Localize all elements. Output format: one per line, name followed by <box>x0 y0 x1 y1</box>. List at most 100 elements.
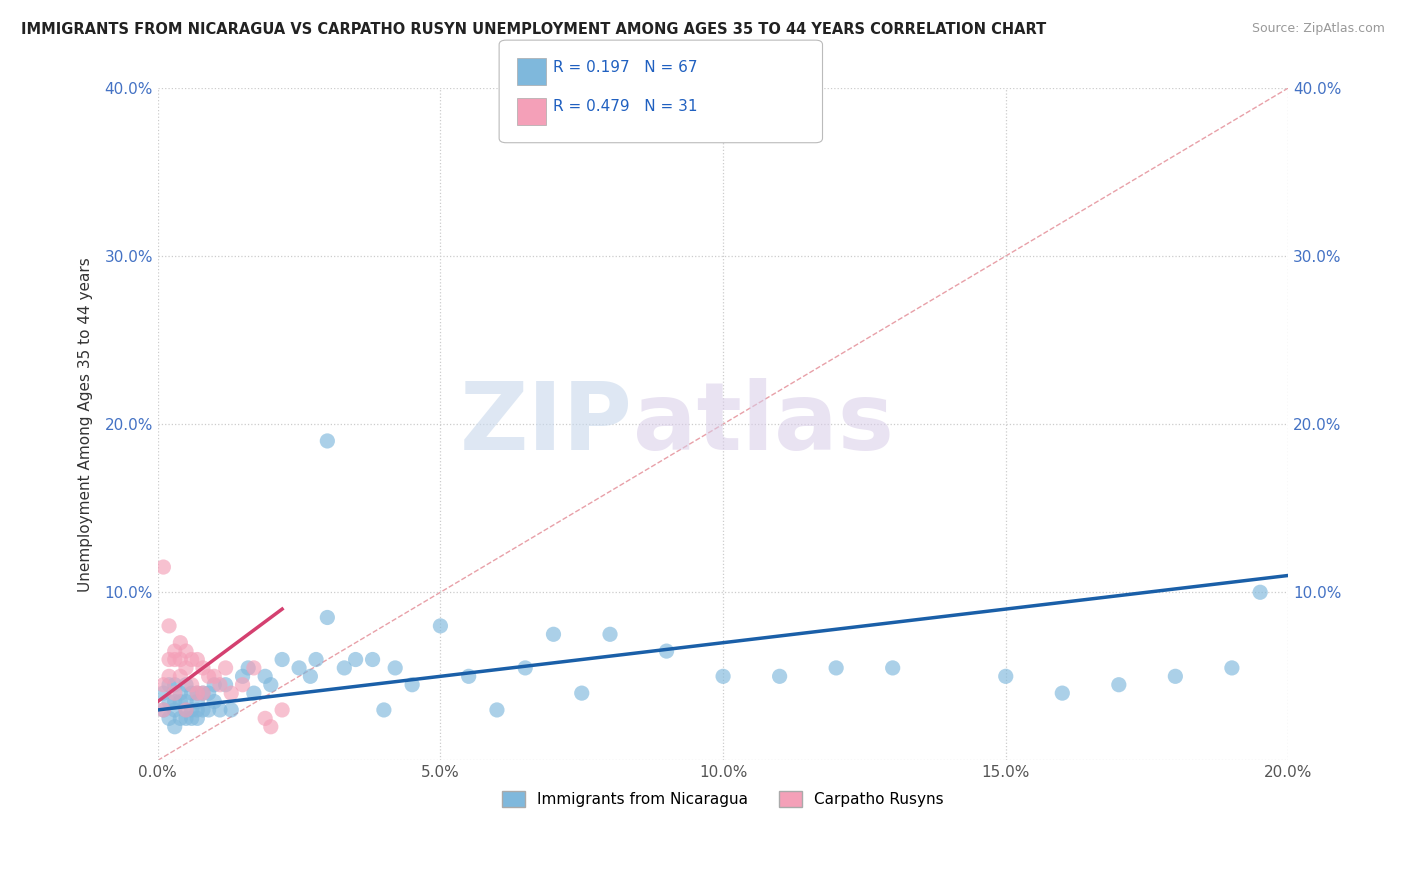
Point <box>174 661 197 675</box>
Point <box>208 678 231 692</box>
Point <box>571 686 593 700</box>
Point <box>180 686 202 700</box>
Point <box>174 703 197 717</box>
Point <box>1220 661 1243 675</box>
Point <box>197 703 219 717</box>
Point <box>169 686 191 700</box>
Point <box>191 703 214 717</box>
Text: IMMIGRANTS FROM NICARAGUA VS CARPATHO RUSYN UNEMPLOYMENT AMONG AGES 35 TO 44 YEA: IMMIGRANTS FROM NICARAGUA VS CARPATHO RU… <box>21 22 1046 37</box>
Point <box>344 652 367 666</box>
Point <box>191 686 214 700</box>
Text: atlas: atlas <box>633 378 894 470</box>
Point <box>186 686 208 700</box>
Point <box>152 560 174 574</box>
Point <box>186 652 208 666</box>
Point <box>543 627 565 641</box>
Point <box>208 703 231 717</box>
Point <box>180 703 202 717</box>
Point <box>316 434 339 448</box>
Point <box>169 694 191 708</box>
Point <box>655 644 678 658</box>
Point <box>180 711 202 725</box>
Point <box>243 661 266 675</box>
Point <box>174 711 197 725</box>
Point <box>254 669 277 683</box>
Point <box>457 669 479 683</box>
Point <box>232 678 254 692</box>
Point <box>305 652 328 666</box>
Point <box>260 720 283 734</box>
Point <box>485 703 508 717</box>
Point <box>163 720 186 734</box>
Point <box>882 661 904 675</box>
Point <box>219 703 242 717</box>
Text: ZIP: ZIP <box>460 378 633 470</box>
Point <box>1249 585 1271 599</box>
Point <box>202 678 225 692</box>
Point <box>333 661 356 675</box>
Point <box>191 661 214 675</box>
Text: R = 0.197   N = 67: R = 0.197 N = 67 <box>553 60 697 75</box>
Point <box>599 627 621 641</box>
Point <box>214 678 236 692</box>
Point <box>515 661 537 675</box>
Point <box>169 711 191 725</box>
Point <box>157 694 180 708</box>
Point <box>163 703 186 717</box>
Point <box>202 669 225 683</box>
Point <box>260 678 283 692</box>
Point <box>186 686 208 700</box>
Point <box>180 678 202 692</box>
Point <box>186 694 208 708</box>
Point <box>163 686 186 700</box>
Point <box>316 610 339 624</box>
Point <box>1108 678 1130 692</box>
Point <box>299 669 322 683</box>
Point <box>197 669 219 683</box>
Point <box>157 619 180 633</box>
Point <box>361 652 384 666</box>
Point <box>768 669 790 683</box>
Point <box>232 669 254 683</box>
Point <box>825 661 848 675</box>
Legend: Immigrants from Nicaragua, Carpatho Rusyns: Immigrants from Nicaragua, Carpatho Rusy… <box>496 785 950 814</box>
Text: R = 0.479   N = 31: R = 0.479 N = 31 <box>553 99 697 114</box>
Point <box>994 669 1017 683</box>
Point <box>202 694 225 708</box>
Point <box>157 652 180 666</box>
Point <box>157 669 180 683</box>
Text: Source: ZipAtlas.com: Source: ZipAtlas.com <box>1251 22 1385 36</box>
Point <box>152 703 174 717</box>
Point <box>180 652 202 666</box>
Point <box>163 652 186 666</box>
Point <box>169 669 191 683</box>
Point <box>163 644 186 658</box>
Point <box>169 636 191 650</box>
Point <box>152 678 174 692</box>
Point <box>186 711 208 725</box>
Point <box>174 703 197 717</box>
Point <box>429 619 451 633</box>
Point <box>191 686 214 700</box>
Point <box>711 669 734 683</box>
Point <box>174 694 197 708</box>
Point <box>254 711 277 725</box>
Point <box>1052 686 1074 700</box>
Point <box>288 661 311 675</box>
Point <box>214 661 236 675</box>
Point <box>169 652 191 666</box>
Point <box>174 644 197 658</box>
Point <box>384 661 406 675</box>
Point <box>271 652 294 666</box>
Point <box>373 703 395 717</box>
Y-axis label: Unemployment Among Ages 35 to 44 years: Unemployment Among Ages 35 to 44 years <box>79 257 93 591</box>
Point <box>271 703 294 717</box>
Point <box>174 678 197 692</box>
Point <box>197 686 219 700</box>
Point <box>152 686 174 700</box>
Point <box>186 703 208 717</box>
Point <box>163 678 186 692</box>
Point <box>152 703 174 717</box>
Point <box>157 678 180 692</box>
Point <box>401 678 423 692</box>
